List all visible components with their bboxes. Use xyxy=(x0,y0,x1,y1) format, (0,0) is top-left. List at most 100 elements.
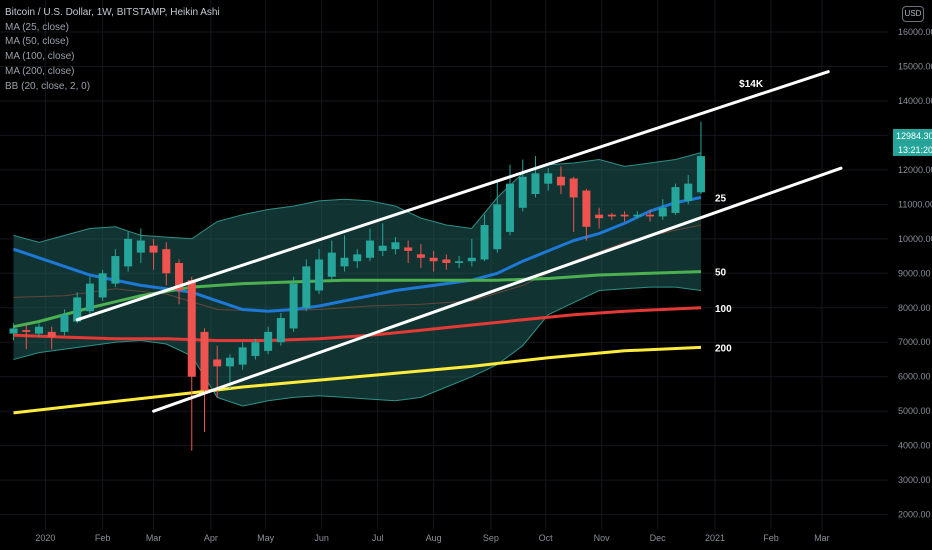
candle-body xyxy=(646,214,655,217)
trendline-1 xyxy=(75,70,830,322)
indicator-ma50[interactable]: MA (50, close) xyxy=(5,36,69,48)
candle-body xyxy=(607,214,616,217)
last-price-value: 12984.30 xyxy=(896,131,932,141)
time-tick-label: Jul xyxy=(372,533,384,543)
candle xyxy=(696,121,705,195)
candle-body xyxy=(251,342,260,357)
countdown-box xyxy=(893,142,932,156)
candle xyxy=(365,228,374,262)
bb-basis-line xyxy=(13,224,702,312)
bb-lower-line xyxy=(13,286,702,407)
candle xyxy=(544,168,553,191)
price-tick-label: 14000.00 xyxy=(898,96,932,106)
indicator-bb[interactable]: BB (20, close, 2, 0) xyxy=(5,80,91,92)
candle xyxy=(187,276,196,451)
time-tick-label: May xyxy=(257,533,275,543)
candle xyxy=(569,176,578,232)
price-tick-label: 8000.00 xyxy=(898,303,931,313)
candle xyxy=(582,188,591,241)
candle-body xyxy=(327,252,336,277)
candle-body xyxy=(684,183,693,201)
candle xyxy=(98,269,107,301)
candle-body xyxy=(582,190,591,227)
price-tick-label: 2000.00 xyxy=(898,510,931,520)
candle xyxy=(289,276,298,332)
candle-body xyxy=(9,328,18,334)
candle-body xyxy=(187,280,196,377)
time-tick-label: Apr xyxy=(204,533,218,543)
time-tick-label: Feb xyxy=(763,533,779,543)
trendline-2 xyxy=(152,166,843,413)
candle xyxy=(416,243,425,269)
candle xyxy=(111,249,120,288)
candle-body xyxy=(442,259,451,263)
ma-50-line xyxy=(13,270,702,329)
candle-body xyxy=(353,254,362,262)
candle xyxy=(671,183,680,215)
time-tick-label: Sep xyxy=(483,533,499,543)
symbol-title[interactable]: Bitcoin / U.S. Dollar, 1W, BITSTAMP, Hei… xyxy=(5,7,220,18)
candle-body xyxy=(111,256,120,284)
candle xyxy=(646,209,655,222)
countdown-value: 13:21:20 xyxy=(898,145,932,155)
candle-body xyxy=(302,266,311,308)
candle-body xyxy=(416,254,425,258)
indicator-ma25[interactable]: MA (25, close) xyxy=(5,21,69,33)
candle xyxy=(684,175,693,205)
candle xyxy=(633,211,642,219)
candle xyxy=(340,235,349,272)
time-tick-label: Nov xyxy=(594,533,611,543)
candle xyxy=(9,323,18,341)
candle-body xyxy=(35,326,43,334)
ma-labels: 25 50 100 200 xyxy=(715,193,732,354)
candle xyxy=(467,238,476,267)
candle-body xyxy=(60,314,69,332)
candle xyxy=(315,249,324,294)
candle-body xyxy=(620,214,629,217)
candle-body xyxy=(73,297,82,322)
candle xyxy=(149,238,158,270)
price-axis: 2000.00 3000.00 4000.00 5000.00 6000.00 7000.… xyxy=(898,27,932,520)
time-tick-label: Feb xyxy=(95,533,111,543)
candle xyxy=(73,292,82,324)
ma-200-line xyxy=(13,345,702,415)
candle xyxy=(378,223,387,257)
candle xyxy=(442,254,451,270)
price-tick-label: 4000.00 xyxy=(898,441,931,451)
candle xyxy=(60,309,69,336)
price-tick-label: 15000.00 xyxy=(898,61,932,71)
candle-body xyxy=(136,240,145,253)
candle xyxy=(455,256,464,269)
candle xyxy=(391,237,400,255)
candle xyxy=(620,211,629,222)
candle xyxy=(251,338,260,360)
candle-body xyxy=(315,259,324,291)
time-axis: 2020 Feb Mar Apr May Jun Jul Aug Sep Oct Nov Dec 202… xyxy=(35,533,829,543)
candle-body xyxy=(340,257,349,267)
indicator-ma100[interactable]: MA (100, close) xyxy=(5,51,75,63)
candle xyxy=(595,207,604,229)
ma-25-label: 25 xyxy=(715,193,727,204)
candle-body xyxy=(493,204,502,250)
moving-averages xyxy=(13,196,702,415)
indicator-ma200[interactable]: MA (200, close) xyxy=(5,65,75,77)
candle xyxy=(175,259,184,305)
price-tick-label: 6000.00 xyxy=(898,372,931,382)
last-price-tag: 12984.30 13:21:20 xyxy=(893,128,932,156)
price-tick-label: 9000.00 xyxy=(898,268,931,278)
price-tick-label: 10000.00 xyxy=(898,234,932,244)
candle-body xyxy=(506,183,515,232)
ma-100-label: 100 xyxy=(715,304,732,315)
candle-body xyxy=(47,331,56,338)
candle-body xyxy=(658,207,667,217)
candle xyxy=(162,242,171,286)
price-tick-label: 12000.00 xyxy=(898,165,932,175)
candle xyxy=(531,156,540,198)
time-tick-label: Mar xyxy=(146,533,162,543)
candle xyxy=(404,240,413,263)
candle-body xyxy=(404,247,413,251)
last-price-box xyxy=(893,128,932,143)
currency-button[interactable]: USD xyxy=(902,6,924,22)
